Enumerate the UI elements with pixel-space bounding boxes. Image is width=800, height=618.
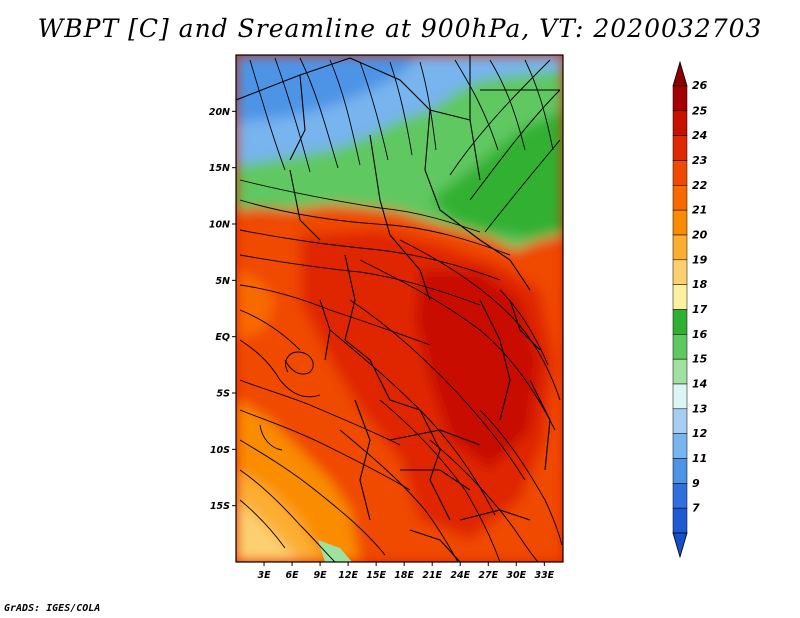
streamlines <box>239 57 563 562</box>
colorbar-label: 13 <box>692 402 708 415</box>
colorbar-label: 9 <box>692 477 700 490</box>
lon-tick-label: 18E <box>394 570 414 581</box>
colorbar-segment <box>672 259 688 285</box>
map-title: WBPT [C] and Sreamline at 900hPa, VT: 20… <box>37 14 763 43</box>
colorbar-label: 22 <box>692 179 708 192</box>
wbpt-field <box>236 55 563 562</box>
map-axes: 20N 15N 10N 5N EQ 5S 10S 15S 3E 6E 9E 12E 15E 18E 21E 2… <box>209 107 555 581</box>
lat-tick-label: 15S <box>210 501 230 512</box>
lat-tick-label: 15N <box>209 163 230 174</box>
colorbar-segment <box>672 507 688 534</box>
colorbar-bottom-arrow <box>672 532 688 559</box>
lat-tick-label: 5S <box>217 389 231 400</box>
colorbar-label: 18 <box>692 278 708 291</box>
lat-tick-label: 5N <box>215 276 230 287</box>
lat-tick-label: EQ <box>215 332 230 343</box>
colorbar-segment <box>672 358 688 385</box>
colorbar-segment <box>672 383 688 410</box>
colorbar-label: 12 <box>692 427 708 440</box>
lon-tick-label: 30E <box>506 570 526 581</box>
colorbar-label: 23 <box>692 154 708 167</box>
colorbar-segment <box>672 234 688 261</box>
lat-tick-label: 20N <box>209 107 230 118</box>
colorbar-segment <box>672 483 688 509</box>
lon-tick-label: 12E <box>338 570 358 581</box>
lat-tick-label: 10N <box>209 220 230 231</box>
colorbar-label: 17 <box>692 303 708 316</box>
colorbar-segment <box>672 160 688 186</box>
colorbar-label: 19 <box>692 253 708 266</box>
colorbar-top-arrow <box>672 60 688 87</box>
colorbar-label: 24 <box>692 129 707 142</box>
colorbar-label: 11 <box>692 452 707 465</box>
colorbar-label: 26 <box>692 79 708 92</box>
colorbar-label: 7 <box>692 502 700 515</box>
colorbar-label: 25 <box>692 104 708 117</box>
colorbar-segment <box>672 433 688 459</box>
lon-tick-label: 21E <box>422 570 442 581</box>
colorbar-segment <box>672 110 688 136</box>
colorbar-label: 20 <box>692 229 708 242</box>
lon-tick-label: 6E <box>286 570 300 581</box>
lon-tick-label: 24E <box>450 570 470 581</box>
colorbar: 26 25 24 23 22 21 20 19 18 17 16 15 14 13 12 11 9 7 <box>672 60 708 559</box>
lon-tick-label: 9E <box>314 570 328 581</box>
colorbar-segment <box>672 334 688 360</box>
colorbar-label: 16 <box>692 328 708 341</box>
map-frame <box>235 54 564 563</box>
colorbar-label: 15 <box>692 353 708 366</box>
colorbar-segment <box>672 185 688 211</box>
colorbar-label: 14 <box>692 378 707 391</box>
lon-tick-label: 3E <box>257 570 271 581</box>
colorbar-label: 21 <box>692 204 707 217</box>
lon-tick-label: 33E <box>534 570 554 581</box>
colorbar-segment <box>672 209 688 236</box>
colorbar-segment <box>672 408 688 434</box>
lat-tick-label: 10S <box>210 445 230 456</box>
colorbar-segment <box>672 85 688 112</box>
country-borders <box>236 55 560 562</box>
grads-credit: GrADS: IGES/COLA <box>4 603 101 614</box>
colorbar-segment <box>672 135 688 161</box>
colorbar-segment <box>672 309 688 335</box>
lon-tick-label: 27E <box>478 570 498 581</box>
colorbar-segment <box>672 458 688 484</box>
lon-tick-label: 15E <box>366 570 386 581</box>
colorbar-segment <box>672 284 688 310</box>
